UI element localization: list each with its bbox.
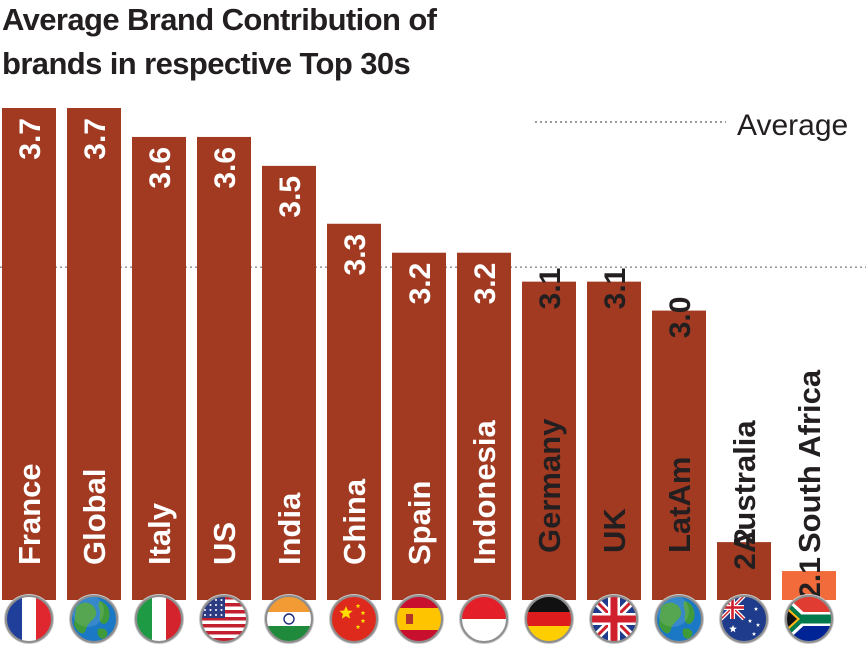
value-label-china: 3.3 <box>339 234 372 276</box>
chart-title-line-2: brands in respective Top 30s <box>2 46 411 81</box>
bar-italy <box>132 136 186 601</box>
category-label-australia: Australia <box>727 420 762 553</box>
south-africa-flag-icon <box>784 594 834 644</box>
category-label-uk: UK <box>597 508 632 553</box>
bar-indonesia <box>457 252 511 601</box>
value-label-italy: 3.6 <box>144 147 177 189</box>
bar-china <box>327 223 381 600</box>
chart-title-line-1: Average Brand Contribution of <box>2 2 437 37</box>
value-label-spain: 3.2 <box>404 263 437 305</box>
bar-germany <box>522 281 576 600</box>
value-label-us: 3.6 <box>209 147 242 189</box>
chart-title: Average Brand Contribution of brands in … <box>2 0 437 86</box>
globe-icon <box>654 594 704 644</box>
us-flag-icon <box>199 594 249 644</box>
bar-us <box>197 136 251 601</box>
value-label-uk: 3.1 <box>599 268 632 310</box>
value-label-global: 3.7 <box>79 118 112 160</box>
india-flag-icon <box>264 594 314 644</box>
value-label-france: 3.7 <box>14 118 47 160</box>
bar-latam <box>652 310 706 600</box>
category-label-france: France <box>12 463 47 565</box>
category-label-india: India <box>272 492 307 565</box>
france-flag-icon <box>4 594 54 644</box>
value-label-south-africa: 2.1 <box>794 557 827 599</box>
bar-global <box>67 108 121 600</box>
category-label-us: US <box>207 522 242 565</box>
category-label-italy: Italy <box>142 502 177 565</box>
indonesia-flag-icon <box>459 594 509 644</box>
value-label-germany: 3.1 <box>534 268 567 310</box>
value-label-india: 3.5 <box>274 176 307 218</box>
category-label-south-africa: South Africa <box>792 369 827 553</box>
spain-flag-icon <box>394 594 444 644</box>
bar-spain <box>392 252 446 601</box>
category-label-spain: Spain <box>402 481 437 565</box>
category-label-global: Global <box>77 469 112 565</box>
bar-india <box>262 165 316 600</box>
globe-icon <box>69 594 119 644</box>
australia-flag-icon <box>719 594 769 644</box>
germany-flag-icon <box>524 594 574 644</box>
value-label-australia: 2.2 <box>729 528 762 570</box>
category-label-latam: LatAm <box>662 457 697 553</box>
china-flag-icon <box>329 594 379 644</box>
value-label-latam: 3.0 <box>664 297 697 339</box>
bar-france <box>2 108 56 600</box>
bar-uk <box>587 281 641 600</box>
legend-average-label: Average <box>737 109 848 142</box>
uk-flag-icon <box>589 594 639 644</box>
category-label-germany: Germany <box>532 418 567 553</box>
bar-australia <box>717 542 771 600</box>
category-label-indonesia: Indonesia <box>467 420 502 565</box>
value-label-indonesia: 3.2 <box>469 263 502 305</box>
italy-flag-icon <box>134 594 184 644</box>
category-label-china: China <box>337 478 372 565</box>
